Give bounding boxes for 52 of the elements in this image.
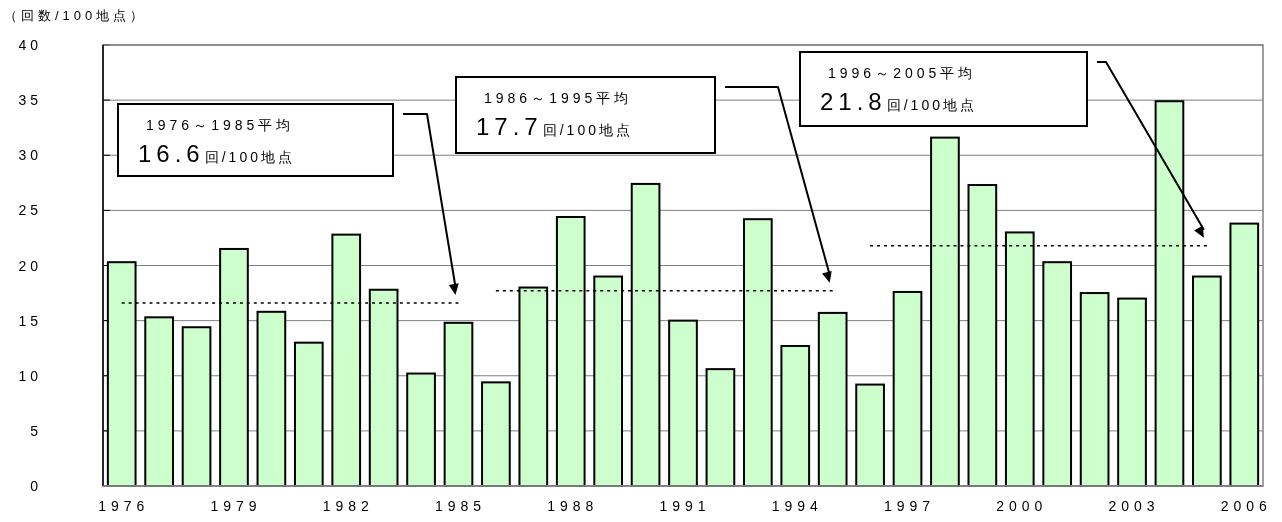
bar [892,290,923,487]
y-tick-label: 35 [18,92,42,109]
y-tick-label: 25 [18,202,42,219]
bar [481,381,511,487]
bar [256,310,287,487]
bar [668,319,698,487]
bar [780,344,811,487]
bar [555,215,586,487]
bar [1154,100,1185,487]
y-axis-title: （回数/100地点） [4,8,148,23]
x-tick-label: 2000 [996,498,1048,514]
bar [106,261,137,487]
x-tick-label: 1988 [547,498,599,514]
bar [1079,292,1110,487]
x-tick-label: 1985 [434,498,487,514]
x-tick-label: 1994 [771,498,823,514]
y-tick-label: 0 [30,478,42,494]
bar [817,311,848,487]
x-tick-label: 1979 [210,498,262,514]
bar [593,275,624,487]
bar [1004,231,1035,487]
bar [742,218,773,487]
x-tick-label: 1982 [322,498,374,514]
bar [181,326,212,487]
bar [331,233,362,487]
x-tick-label: 1976 [98,498,150,514]
bar [630,182,661,487]
bar [368,288,399,487]
y-tick-label: 15 [18,312,42,329]
bar [1117,297,1147,487]
x-tick-label: 1991 [659,498,711,514]
bar [443,321,474,487]
bar [293,341,324,487]
bar [930,136,960,487]
y-tick-label: 5 [30,422,42,439]
x-tick-label: 2006 [1220,498,1272,514]
y-tick-label: 40 [18,37,42,53]
bar [518,286,549,487]
bar [1229,222,1260,487]
bar [855,383,885,487]
bar [144,316,174,487]
bar [967,184,998,487]
bar [219,247,249,487]
bar [705,368,736,487]
y-tick-label: 30 [18,147,42,164]
bar [406,372,436,487]
bar [1042,261,1073,487]
y-tick-label: 10 [18,367,42,384]
x-tick-label: 2003 [1108,498,1160,514]
x-tick-label: 1997 [883,498,936,514]
bar [1192,275,1222,487]
y-tick-label: 20 [18,257,42,274]
